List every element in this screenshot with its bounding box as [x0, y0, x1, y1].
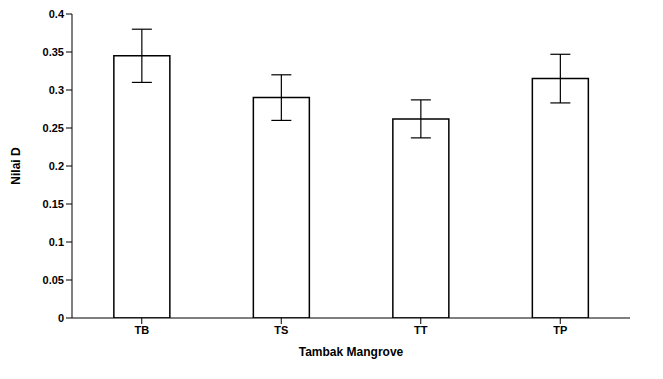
- svg-text:Tambak Mangrove: Tambak Mangrove: [299, 345, 404, 359]
- svg-text:TP: TP: [553, 324, 567, 336]
- svg-text:0.3: 0.3: [49, 84, 64, 96]
- svg-text:0.2: 0.2: [49, 160, 64, 172]
- svg-text:0: 0: [58, 312, 64, 324]
- svg-text:0.25: 0.25: [43, 122, 64, 134]
- svg-text:0.15: 0.15: [43, 198, 64, 210]
- svg-text:0.1: 0.1: [49, 236, 64, 248]
- svg-text:TS: TS: [274, 324, 288, 336]
- svg-text:0.4: 0.4: [49, 8, 65, 20]
- svg-text:0.35: 0.35: [43, 46, 64, 58]
- svg-text:Nilai D: Nilai D: [9, 147, 23, 185]
- svg-text:0.05: 0.05: [43, 274, 64, 286]
- svg-text:TT: TT: [414, 324, 428, 336]
- svg-text:TB: TB: [134, 324, 149, 336]
